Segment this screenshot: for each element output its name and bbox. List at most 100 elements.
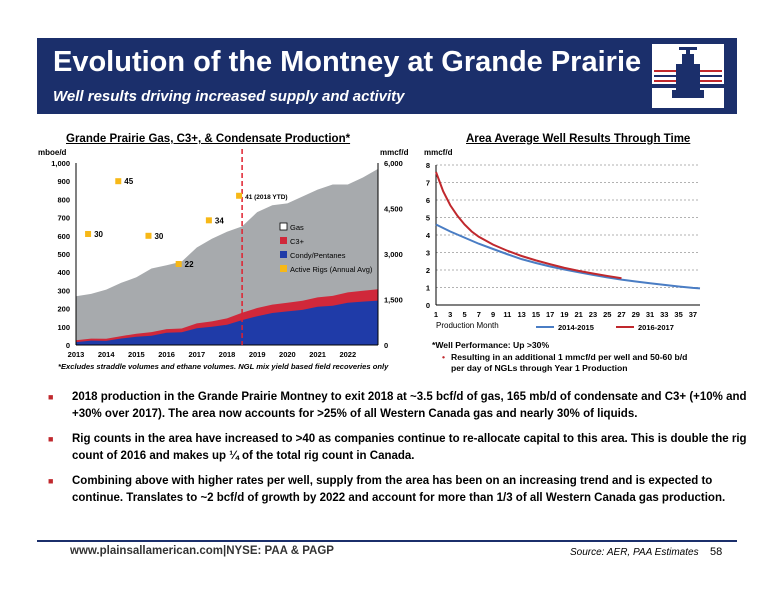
x-tick-label: 19: [560, 310, 568, 319]
footer-website: www.plainsallamerican.com|NYSE: PAA & PA…: [70, 545, 334, 557]
area-condy-pentanes: [76, 300, 378, 345]
rig-point: [115, 178, 122, 185]
left-y-tick-label: 300: [57, 286, 70, 295]
x-tick-label: 2016: [158, 350, 175, 359]
rig-point: [145, 232, 152, 239]
legend-swatch: [280, 265, 287, 272]
x-tick-label: 29: [632, 310, 640, 319]
series-line-2016-2017: [435, 171, 622, 280]
left-y-tick-label: 100: [57, 323, 70, 332]
y-tick-label: 2: [426, 266, 430, 275]
legend-label: 2016-2017: [638, 323, 674, 332]
square-bullet-icon: ■: [48, 392, 54, 402]
x-tick-label: 5: [462, 310, 466, 319]
rig-point: [236, 192, 243, 199]
well-performance-heading: *Well Performance: Up >30%: [432, 340, 550, 350]
square-bullet-icon: ■: [48, 434, 54, 444]
y-axis-unit: mmcf/d: [424, 148, 453, 157]
rig-label: 30: [94, 230, 103, 239]
left-y-tick-label: 400: [57, 268, 70, 277]
right-y-tick-label: 0: [384, 341, 388, 350]
y-tick-label: 8: [426, 161, 430, 170]
left-axis-unit: mboe/d: [38, 148, 67, 157]
y-tick-label: 4: [426, 231, 431, 240]
x-tick-label: 11: [503, 310, 511, 319]
list-item: ■ 2018 production in the Grande Prairie …: [48, 389, 748, 423]
production-chart: mboe/d mmcf/d0100200300400500600700800900…: [38, 148, 409, 359]
x-tick-label: 23: [589, 310, 597, 319]
bullet-text: Combining above with higher rates per we…: [72, 475, 726, 504]
website-link[interactable]: www.plainsallamerican.com: [70, 545, 223, 557]
rig-label: 41 (2018 YTD): [245, 194, 288, 201]
rig-point: [85, 230, 92, 237]
y-tick-label: 7: [426, 179, 430, 188]
left-chart-footnote: *Excludes straddle volumes and ethane vo…: [58, 362, 389, 371]
right-y-tick-label: 3,000: [384, 250, 403, 259]
left-chart-title: Grande Prairie Gas, C3+, & Condensate Pr…: [66, 133, 351, 145]
source-note: Source: AER, PAA Estimates: [570, 547, 699, 558]
square-bullet-icon: ■: [48, 476, 54, 486]
legend-swatch: [280, 237, 287, 244]
bullet-text: Rig counts in the area have increased to…: [72, 433, 747, 462]
x-tick-label: 31: [646, 310, 654, 319]
y-tick-label: 5: [426, 214, 430, 223]
x-tick-label: 2014: [98, 350, 116, 359]
x-tick-label: 9: [491, 310, 495, 319]
list-item: ■ Combining above with higher rates per …: [48, 473, 748, 507]
x-tick-label: 25: [603, 310, 611, 319]
page-number: 58: [710, 546, 723, 558]
x-tick-label: 35: [674, 310, 682, 319]
legend-label: Active Rigs (Annual Avg): [290, 265, 373, 274]
left-y-tick-label: 500: [57, 250, 70, 259]
well-performance-note: *Well Performance: Up >30% • Resulting i…: [432, 340, 702, 374]
bullet-text: 2018 production in the Grande Prairie Mo…: [72, 391, 747, 420]
footer-divider: [37, 540, 737, 542]
left-y-tick-label: 0: [66, 341, 70, 350]
list-item: ■ Rig counts in the area have increased …: [48, 431, 748, 465]
x-tick-label: 2015: [128, 350, 145, 359]
x-tick-label: 2022: [339, 350, 356, 359]
left-y-tick-label: 1,000: [51, 159, 70, 168]
x-tick-label: 2019: [249, 350, 266, 359]
x-tick-label: 27: [617, 310, 625, 319]
rig-label: 22: [185, 260, 194, 269]
legend-swatch: [279, 222, 288, 231]
x-tick-label: 2020: [279, 350, 296, 359]
x-tick-label: 17: [546, 310, 554, 319]
y-tick-label: 6: [426, 196, 430, 205]
left-y-tick-label: 200: [57, 305, 70, 314]
x-tick-label: 2017: [188, 350, 205, 359]
y-tick-label: 3: [426, 249, 430, 258]
x-tick-label: 21: [575, 310, 583, 319]
right-y-tick-label: 6,000: [384, 159, 403, 168]
bullet-list: ■ 2018 production in the Grande Prairie …: [48, 389, 748, 515]
legend-label: 2014-2015: [558, 323, 594, 332]
left-y-tick-label: 600: [57, 232, 70, 241]
title-banner: Evolution of the Montney at Grande Prair…: [37, 38, 737, 114]
x-tick-label: 1: [434, 310, 438, 319]
rig-point: [205, 217, 212, 224]
legend-label: Condy/Pentanes: [290, 251, 346, 260]
x-tick-label: 2021: [309, 350, 326, 359]
page-title: Evolution of the Montney at Grande Prair…: [53, 46, 642, 78]
legend-label: Gas: [290, 223, 304, 232]
well-performance-detail: Resulting in an additional 1 mmcf/d per …: [451, 352, 688, 373]
bullet-dot-icon: •: [442, 352, 446, 362]
right-chart-title: Area Average Well Results Through Time: [466, 133, 691, 145]
y-tick-label: 0: [426, 301, 430, 310]
rig-point: [175, 261, 182, 268]
right-y-tick-label: 4,500: [384, 205, 403, 214]
y-tick-label: 1: [426, 284, 430, 293]
legend-label: C3+: [290, 237, 305, 246]
ticker-text: NYSE: PAA & PAGP: [226, 545, 334, 557]
left-y-tick-label: 800: [57, 195, 70, 204]
x-tick-label: 37: [689, 310, 697, 319]
left-y-tick-label: 900: [57, 177, 70, 186]
x-tick-label: 2013: [68, 350, 85, 359]
left-y-tick-label: 700: [57, 214, 70, 223]
rig-label: 45: [124, 177, 133, 186]
x-tick-label: 15: [532, 310, 540, 319]
x-axis-label: Production Month: [436, 321, 499, 330]
series-line-2014-2015: [435, 223, 701, 290]
